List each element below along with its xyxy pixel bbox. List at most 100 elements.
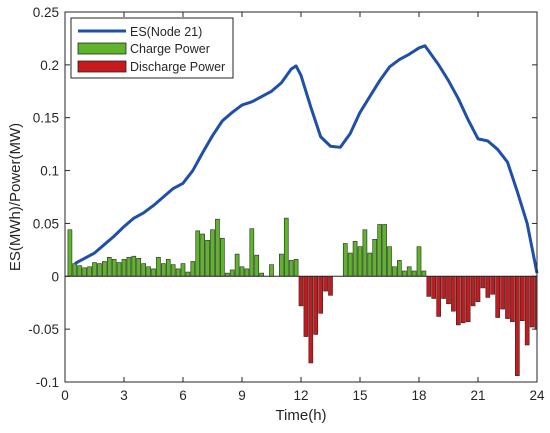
discharge-bar xyxy=(298,275,304,307)
charge-bar xyxy=(342,243,348,277)
discharge-bar xyxy=(318,275,323,314)
charge-bar xyxy=(185,271,191,277)
legend: ES(Node 21) Charge Power Discharge Power xyxy=(70,17,234,79)
charge-bar xyxy=(239,266,245,277)
charge-bar xyxy=(136,258,142,277)
charge-bar xyxy=(116,262,122,277)
x-tick-label: 9 xyxy=(238,388,246,403)
discharge-bar xyxy=(323,275,328,292)
charge-bar xyxy=(249,228,255,277)
charge-bar xyxy=(180,263,186,277)
x-tick-label: 0 xyxy=(61,388,69,403)
x-axis-label: Time(h) xyxy=(275,407,326,424)
discharge-bar xyxy=(446,275,451,305)
charge-bar xyxy=(401,270,407,277)
charge-bar xyxy=(377,224,382,277)
charge-bar xyxy=(421,270,427,277)
discharge-bar xyxy=(475,275,481,302)
charge-bar xyxy=(269,264,274,277)
charge-bar xyxy=(121,259,127,277)
y-tick-label: 0 xyxy=(51,269,59,284)
legend-label-es: ES(Node 21) xyxy=(130,25,202,39)
y-tick-label: -0.05 xyxy=(28,322,59,337)
y-tick-label: 0.25 xyxy=(33,5,59,20)
charge-bar xyxy=(288,260,294,277)
charge-bar xyxy=(244,268,250,277)
charge-bar xyxy=(283,217,289,277)
discharge-bar xyxy=(426,275,432,297)
legend-swatch-charge xyxy=(77,42,127,55)
x-tick-label: 21 xyxy=(470,388,485,403)
charge-bar xyxy=(387,246,392,277)
charge-bar xyxy=(406,266,412,277)
discharge-bar xyxy=(490,275,496,295)
discharge-bar xyxy=(456,275,461,326)
y-tick-label: 0.15 xyxy=(33,111,59,126)
discharge-bar xyxy=(313,275,319,335)
charge-bar xyxy=(82,267,87,277)
charge-bar xyxy=(72,263,78,277)
charge-bar xyxy=(141,263,146,277)
discharge-bar xyxy=(505,275,510,319)
charge-bar xyxy=(392,266,397,277)
charge-bar xyxy=(190,261,196,277)
legend-label-charge: Charge Power xyxy=(130,42,210,56)
charge-bar xyxy=(151,268,156,277)
discharge-bar xyxy=(436,275,441,317)
discharge-bar xyxy=(451,275,456,312)
discharge-bar xyxy=(431,275,437,299)
discharge-bar xyxy=(465,275,471,323)
x-tick-label: 6 xyxy=(179,388,187,403)
charge-bar xyxy=(102,261,107,277)
discharge-bar xyxy=(480,275,486,289)
charge-bar xyxy=(175,268,181,277)
charge-bar xyxy=(170,264,176,277)
y-axis: -0.1 -0.05 0 0.05 0.1 0.15 0.2 0.25 xyxy=(28,5,537,390)
charge-bar xyxy=(254,254,260,277)
x-tick-label: 18 xyxy=(411,388,426,403)
es-node21-line xyxy=(74,44,539,274)
charge-bar xyxy=(220,237,225,277)
discharge-bar xyxy=(495,275,500,318)
charge-bar xyxy=(352,241,358,277)
charge-bar xyxy=(97,263,102,277)
charge-bar xyxy=(87,266,92,277)
y-tick-label: 0.2 xyxy=(40,58,59,73)
charge-bar xyxy=(357,246,363,277)
charge-bar xyxy=(215,218,220,277)
discharge-bar xyxy=(519,275,525,321)
charge-bar xyxy=(126,256,132,277)
discharge-bar xyxy=(308,275,314,364)
charge-bar xyxy=(77,265,83,277)
discharge-bar xyxy=(500,275,505,310)
discharge-bar xyxy=(470,275,476,307)
y-tick-label: 0.05 xyxy=(33,216,59,231)
y-tick-label: -0.1 xyxy=(36,375,59,390)
charge-bar xyxy=(372,238,378,277)
y-tick-label: 0.1 xyxy=(40,164,59,179)
discharge-bar xyxy=(485,275,491,298)
discharge-bar xyxy=(328,275,333,296)
charge-bar xyxy=(397,260,402,277)
discharge-bar xyxy=(524,275,530,346)
charge-bar xyxy=(161,263,166,277)
discharge-bar xyxy=(529,275,535,328)
charge-bar xyxy=(367,252,373,277)
charge-bar xyxy=(293,259,299,277)
discharge-bar xyxy=(441,275,446,299)
discharge-bar xyxy=(515,275,520,376)
discharge-bar xyxy=(510,275,515,323)
charge-bar xyxy=(416,246,422,277)
charge-bar xyxy=(362,229,368,277)
charge-bar xyxy=(92,262,97,277)
discharge-bar xyxy=(460,275,466,324)
legend-swatch-discharge xyxy=(77,60,127,73)
charge-bar xyxy=(156,256,161,277)
x-tick-label: 3 xyxy=(120,388,128,403)
charge-bar xyxy=(205,240,210,277)
charge-bar xyxy=(382,224,387,277)
y-axis-label: ES(MWh)/Power(MW) xyxy=(7,123,24,271)
charge-bar xyxy=(347,252,353,277)
charge-bar xyxy=(411,270,417,277)
